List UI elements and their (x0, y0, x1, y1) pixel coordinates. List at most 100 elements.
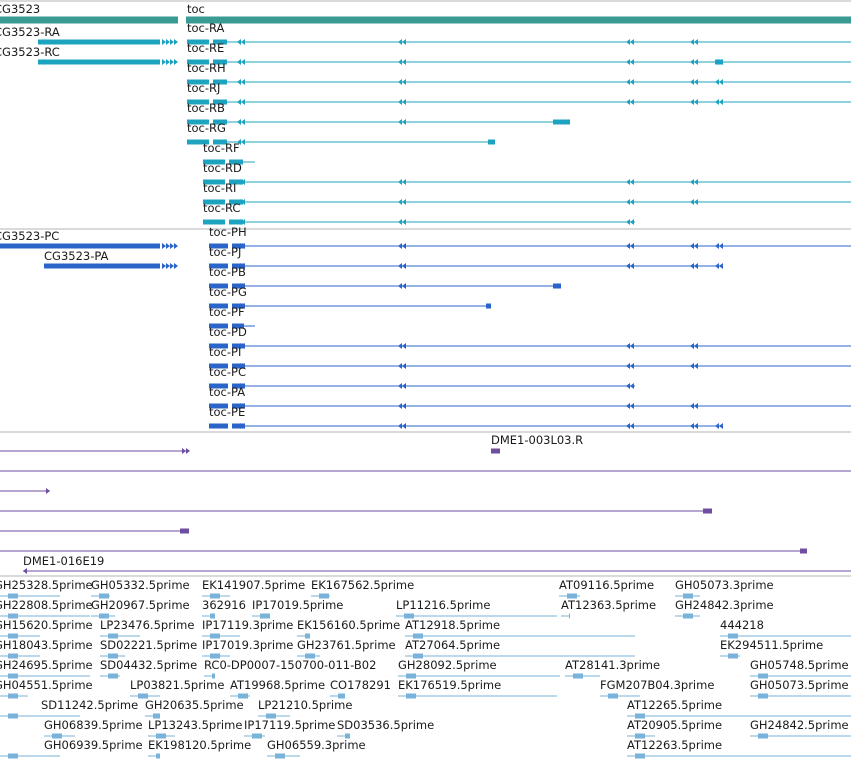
exon-arrow (44, 39, 48, 45)
est-label: AT12363.5prime (561, 598, 656, 612)
est-feature (413, 653, 423, 659)
exon-arrow (237, 343, 241, 349)
est-feature (212, 673, 215, 679)
exon-arrow (174, 243, 178, 249)
exon-arrow (626, 219, 630, 225)
protein-feature (0, 243, 160, 249)
est-feature (338, 693, 345, 699)
exon-arrow (241, 343, 245, 349)
transcript-label: CG3523-RA (0, 25, 60, 39)
exon-arrow (237, 303, 241, 309)
protein-feature (209, 403, 228, 409)
protein-label: toc-PJ (209, 245, 241, 259)
transcript-feature (213, 139, 227, 145)
protein-label: toc-PG (209, 285, 247, 299)
exon-arrow (690, 243, 694, 249)
exon-arrow (237, 119, 241, 125)
exon-arrow (715, 263, 719, 269)
exon-arrow (626, 39, 630, 45)
exon-arrow (402, 403, 406, 409)
exon-arrow (630, 403, 634, 409)
protein-feature (44, 263, 160, 269)
est-label: GH24695.5prime (0, 658, 93, 672)
exon-arrow (690, 403, 694, 409)
exon-arrow (630, 343, 634, 349)
exon-arrow (241, 119, 245, 125)
exon-arrow (44, 59, 48, 65)
transcript-feature (229, 219, 243, 225)
exon-arrow (166, 39, 170, 45)
exon-arrow (398, 403, 402, 409)
exon-arrow (626, 179, 630, 185)
protein-label: toc-PB (209, 265, 246, 279)
transcript-label: toc-RE (187, 41, 224, 55)
transcript-feature (187, 79, 209, 85)
est-feature (138, 693, 148, 699)
est-label: GH28092.5prime (398, 658, 497, 672)
exon-arrow (237, 283, 241, 289)
exon-arrow (630, 59, 634, 65)
transcript-feature (213, 59, 227, 65)
est-label: GH25328.5prime (0, 578, 93, 592)
exon-arrow (237, 99, 241, 105)
exon-arrow (402, 343, 406, 349)
transcript-label: toc-RG (187, 121, 226, 135)
transcript-label: toc-RB (187, 101, 225, 115)
est-label: GH22808.5prime (0, 598, 93, 612)
protein-feature (232, 323, 244, 329)
est-feature (608, 693, 618, 699)
est-feature (156, 753, 160, 759)
est-feature (319, 593, 329, 599)
exon-arrow (241, 243, 245, 249)
est-label: SD02221.5prime (100, 638, 197, 652)
clone-arrow (23, 568, 27, 574)
clone-label: DME1-003L03.R (491, 433, 583, 447)
est-feature (728, 633, 738, 639)
protein-feature (209, 383, 228, 389)
est-label: EK167562.5prime (311, 578, 414, 592)
exon-arrow (719, 243, 723, 249)
exon-arrow (237, 219, 241, 225)
exon-arrow (402, 243, 406, 249)
est-feature (728, 653, 738, 659)
transcript-feature (203, 219, 225, 225)
exon-arrow (241, 303, 245, 309)
exon-arrow (694, 243, 698, 249)
exon-arrow (402, 199, 406, 205)
transcript-feature (203, 179, 225, 185)
exon-arrow (166, 59, 170, 65)
est-feature (635, 733, 645, 739)
est-feature (8, 673, 18, 679)
clone-label: DME1-016E19 (23, 554, 104, 568)
exon-arrow (241, 219, 245, 225)
est-feature (683, 593, 693, 599)
est-feature (8, 633, 18, 639)
exon-arrow (402, 283, 406, 289)
est-feature (99, 613, 109, 619)
exon-arrow (241, 403, 245, 409)
exon-arrow (694, 423, 698, 429)
est-label: LP03821.5prime (130, 678, 224, 692)
est-label: FGM207B04.3prime (600, 678, 714, 692)
exon-arrow (715, 79, 719, 85)
est-feature (635, 713, 645, 719)
exon-arrow (237, 243, 241, 249)
exon-arrow (237, 383, 241, 389)
est-feature (758, 693, 768, 699)
exon-arrow (402, 79, 406, 85)
exon-arrow (398, 283, 402, 289)
exon-arrow (626, 263, 630, 269)
exon-arrow (690, 263, 694, 269)
est-label: SD04432.5prime (100, 658, 197, 672)
est-label: GH24842.3prime (675, 598, 774, 612)
est-label: LP11216.5prime (396, 598, 490, 612)
est-feature (567, 593, 577, 599)
exon-arrow (398, 383, 402, 389)
exon-arrow (398, 39, 402, 45)
exon-arrow (690, 59, 694, 65)
exon-arrow (715, 423, 719, 429)
est-label: IP17019.3prime (202, 638, 293, 652)
est-feature (8, 593, 18, 599)
exon-arrow (398, 79, 402, 85)
